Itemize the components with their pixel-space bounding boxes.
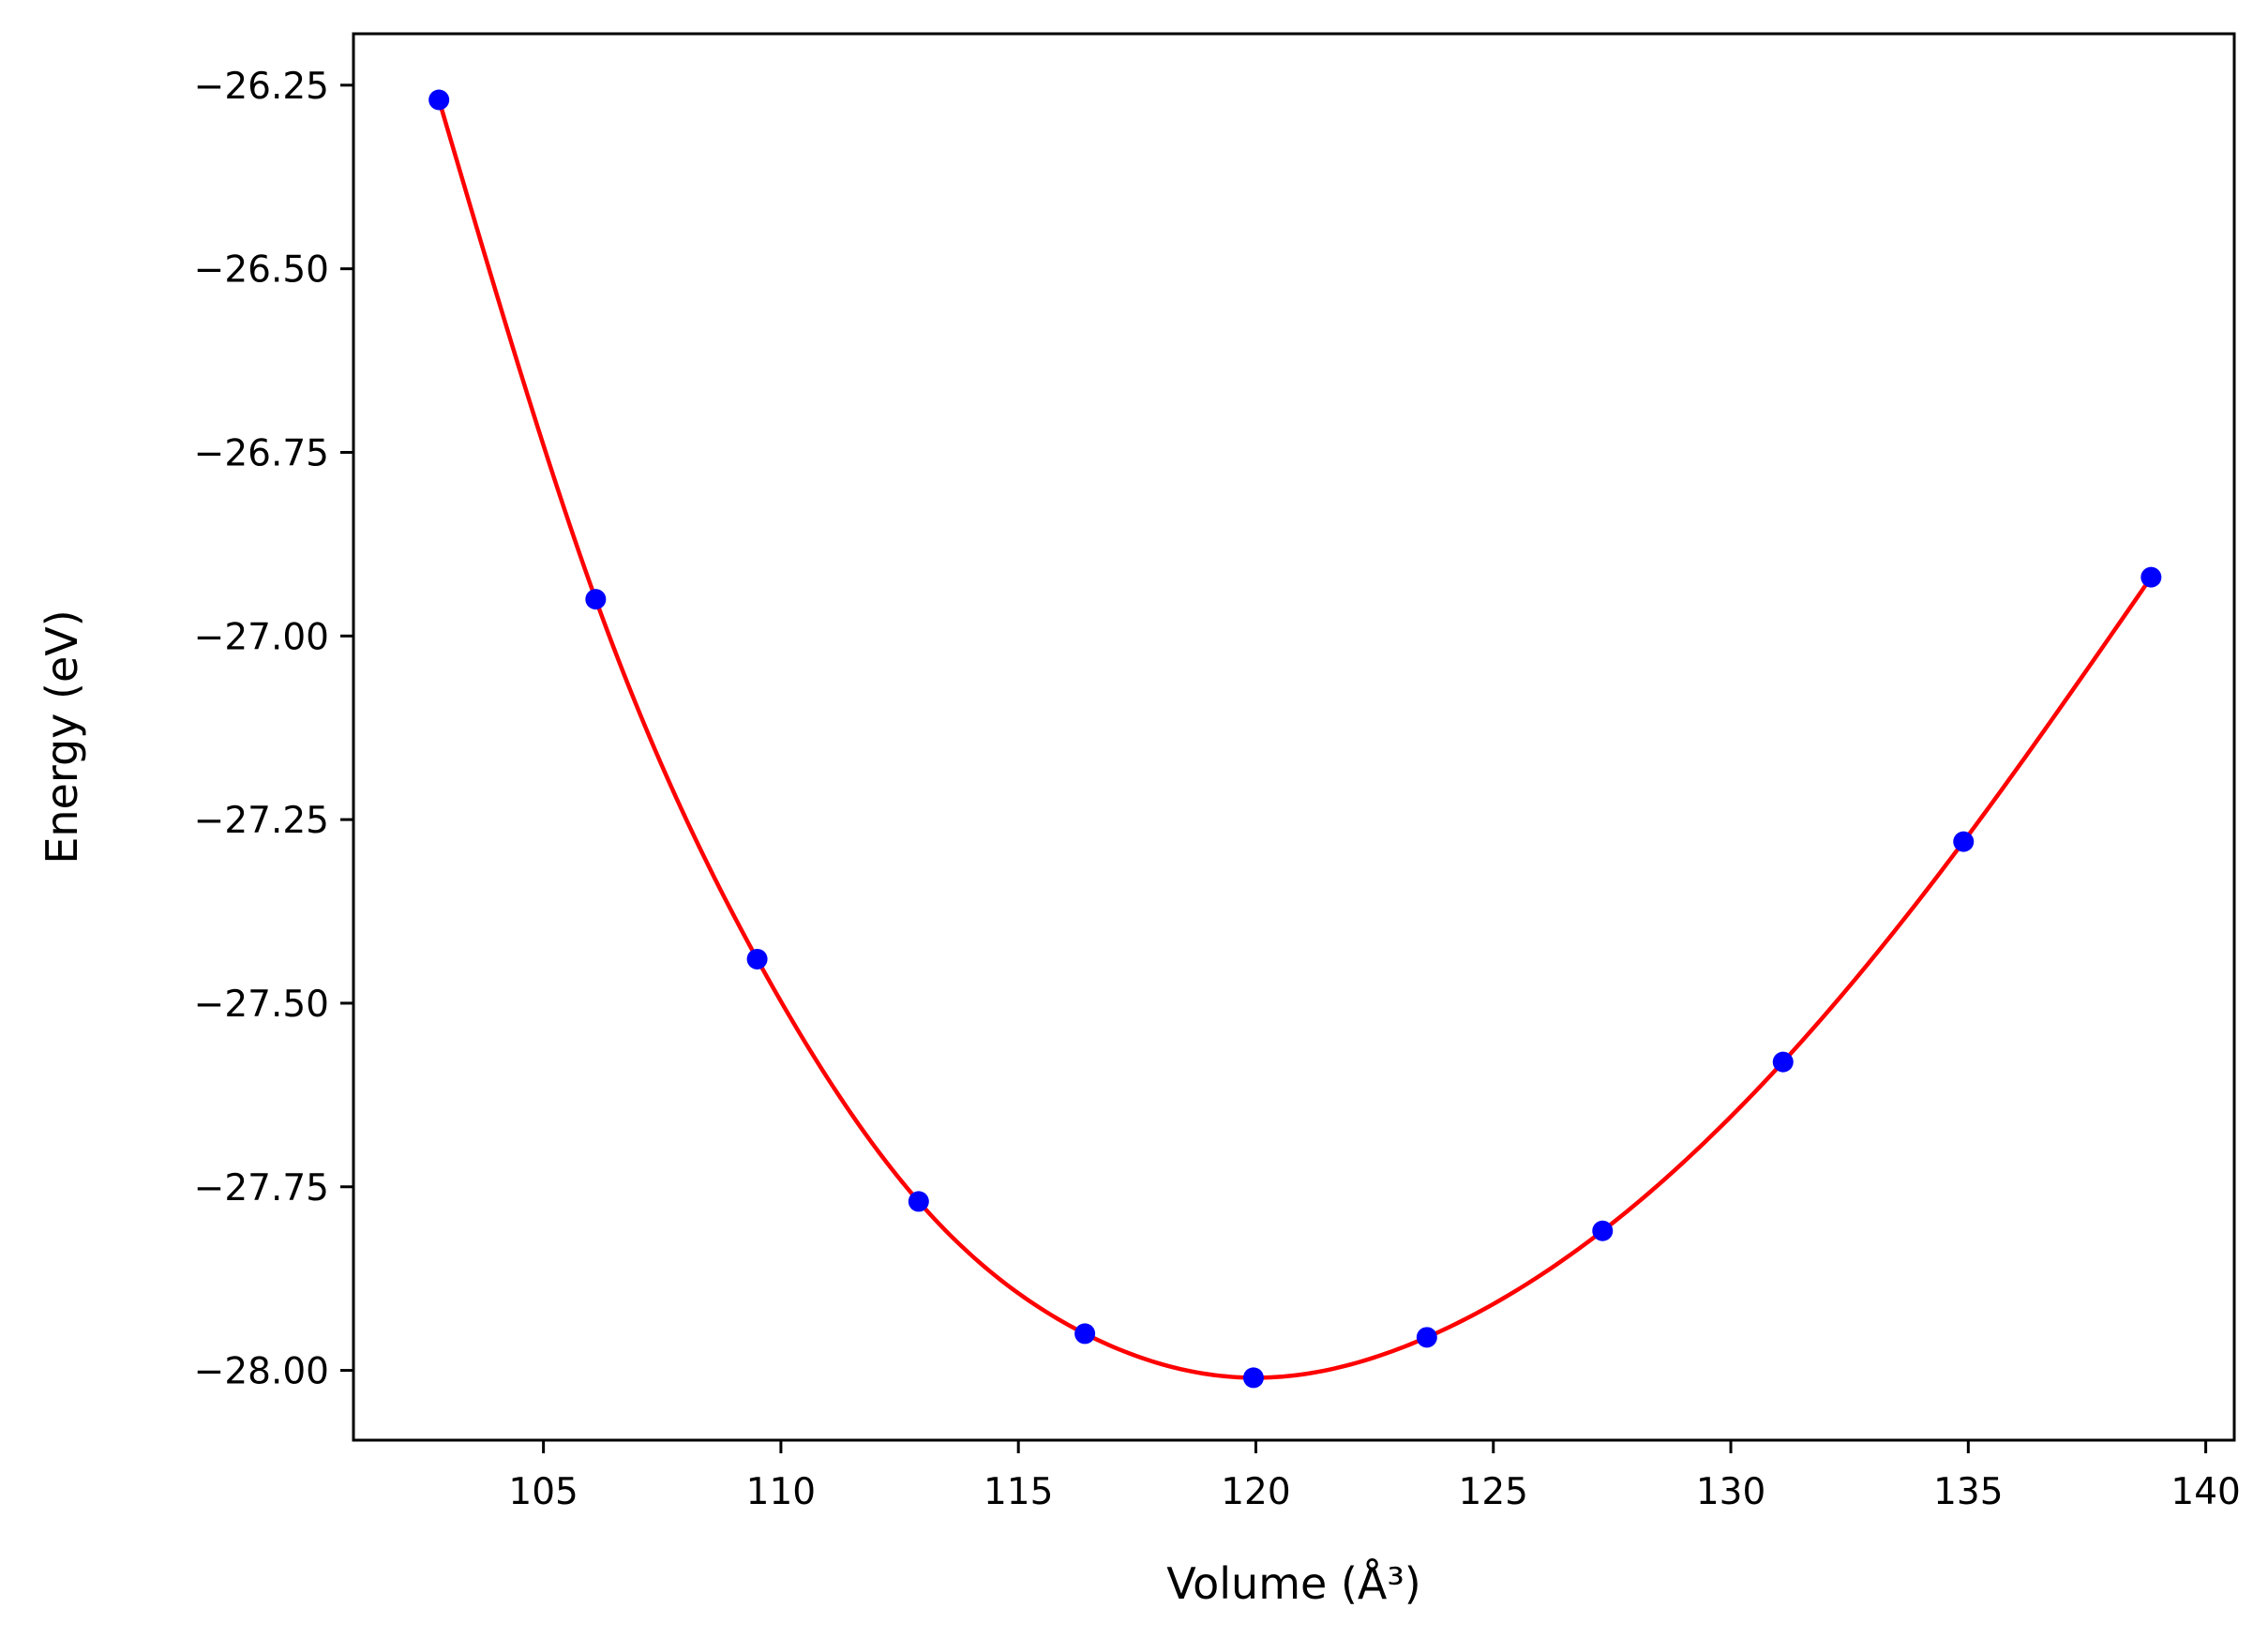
x-tick-label: 115 (984, 1471, 1053, 1513)
y-tick-label: −28.00 (194, 1351, 329, 1393)
data-point (585, 589, 607, 610)
data-point (2140, 566, 2162, 588)
x-axis-ticks: 105 110 115 120 125 130 135 140 (508, 1440, 2241, 1513)
y-tick-label: −27.25 (194, 800, 329, 842)
y-tick-label: −26.50 (194, 249, 329, 292)
y-tick-label: −27.00 (194, 616, 329, 658)
x-tick-label: 135 (1933, 1471, 2003, 1513)
data-point (1242, 1367, 1264, 1389)
data-point (1772, 1051, 1794, 1073)
x-tick-label: 120 (1221, 1471, 1290, 1513)
x-tick-label: 130 (1696, 1471, 1765, 1513)
y-tick-label: −26.75 (194, 432, 329, 474)
axes-frame (352, 32, 2236, 1442)
data-point (1074, 1323, 1096, 1345)
x-axis-label: Volume (Å³) (1166, 1558, 1421, 1609)
y-axis-label: Energy (eV) (37, 609, 87, 864)
y-tick-label: −27.50 (194, 984, 329, 1026)
data-point (746, 948, 768, 969)
plot-area (428, 89, 2162, 1389)
data-point (1953, 831, 1975, 852)
x-tick-label: 125 (1459, 1471, 1528, 1513)
x-tick-label: 140 (2170, 1471, 2240, 1513)
y-axis-ticks: −26.25 −26.50 −26.75 −27.00 −27.25 −27.50 −27.… (194, 66, 353, 1393)
data-point (1592, 1220, 1614, 1241)
y-tick-label: −26.25 (194, 66, 329, 108)
data-point (428, 89, 450, 111)
x-tick-label: 110 (746, 1471, 816, 1513)
x-tick-label: 105 (508, 1471, 578, 1513)
y-tick-label: −27.75 (194, 1167, 329, 1210)
data-point (908, 1191, 929, 1212)
data-point (1416, 1327, 1437, 1348)
